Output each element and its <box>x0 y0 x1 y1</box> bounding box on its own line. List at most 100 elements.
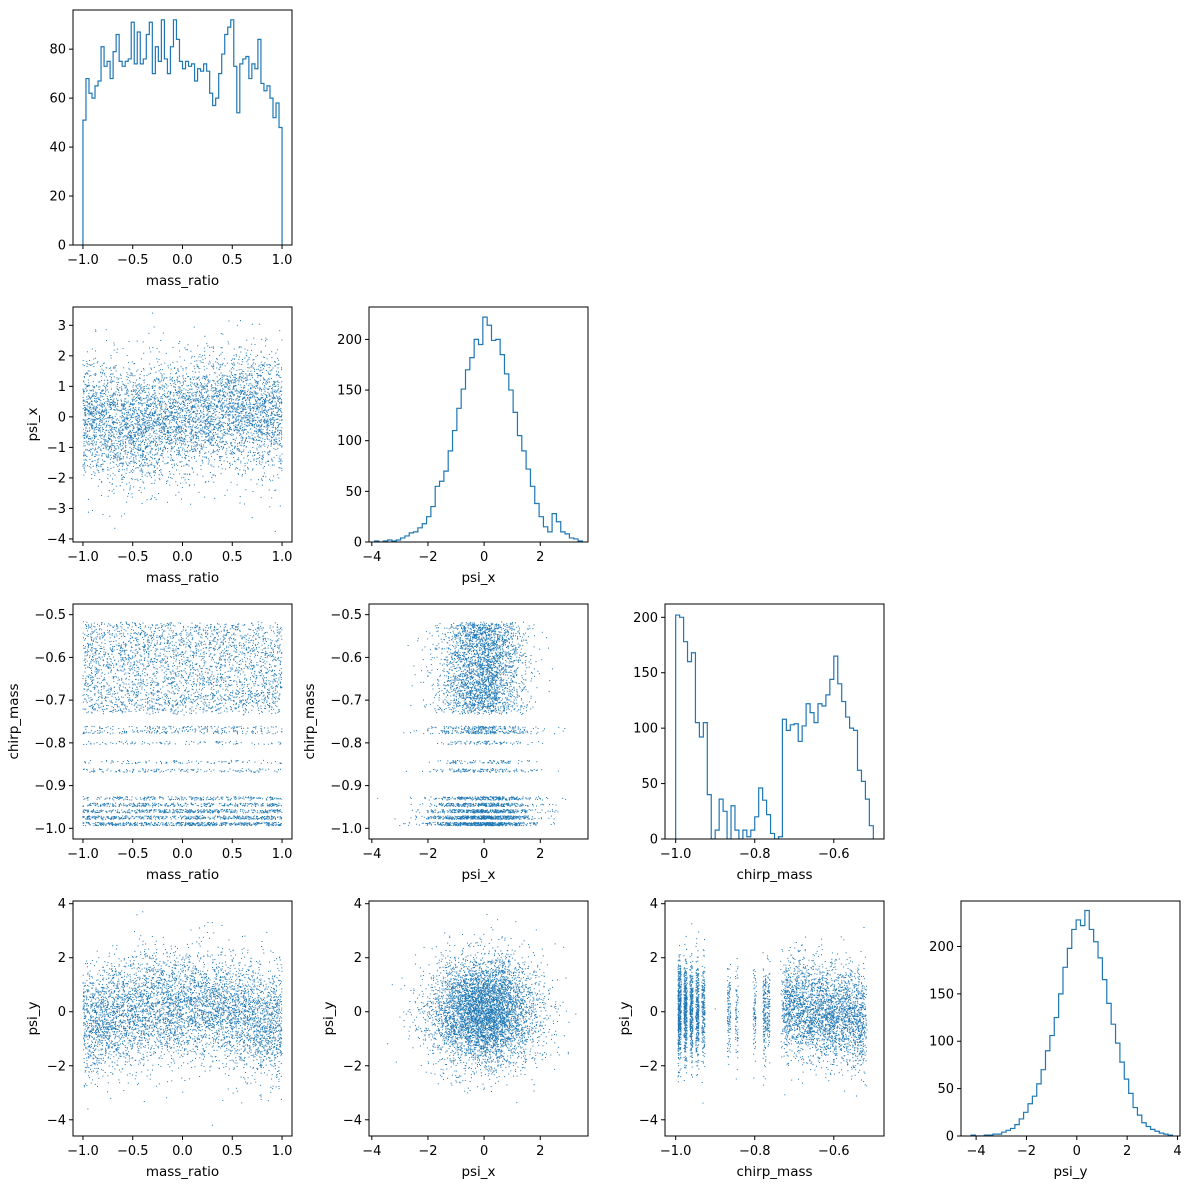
scatter-point <box>254 430 256 432</box>
scatter-point <box>218 393 220 395</box>
scatter-point <box>211 465 213 467</box>
scatter-point <box>199 354 201 355</box>
scatter-point <box>186 447 188 449</box>
scatter-point <box>193 416 195 418</box>
scatter-point <box>138 423 140 425</box>
scatter-point <box>259 404 261 406</box>
scatter-point <box>249 409 251 411</box>
scatter-point <box>181 444 182 446</box>
scatter-point <box>148 453 150 455</box>
scatter-point <box>116 460 118 462</box>
scatter-point <box>190 432 192 434</box>
scatter-point <box>270 439 272 441</box>
scatter-point <box>227 341 229 343</box>
scatter-point <box>206 396 208 398</box>
scatter-point <box>274 401 276 403</box>
scatter-point <box>193 451 195 452</box>
scatter-point <box>93 358 95 360</box>
scatter-point <box>162 420 163 422</box>
scatter-point <box>152 401 154 403</box>
scatter-point <box>224 391 226 393</box>
scatter-point <box>83 423 85 425</box>
scatter-point <box>239 496 241 497</box>
scatter-point <box>118 464 120 466</box>
scatter-point <box>232 416 234 418</box>
scatter-point <box>138 383 140 385</box>
scatter-point <box>249 420 251 422</box>
scatter-point <box>103 405 105 407</box>
scatter-point <box>236 429 238 430</box>
scatter-point <box>143 434 145 436</box>
scatter-point <box>154 412 156 414</box>
scatter-point <box>193 395 195 397</box>
scatter-point <box>273 396 275 398</box>
scatter-point <box>272 479 274 481</box>
scatter-point <box>229 405 231 407</box>
scatter-point <box>145 423 147 425</box>
scatter-point <box>155 395 157 397</box>
scatter-point <box>109 458 111 460</box>
scatter-point <box>170 373 172 375</box>
scatter-point <box>115 430 117 432</box>
scatter-point <box>109 395 111 396</box>
scatter-point <box>239 373 241 375</box>
scatter-point <box>123 404 125 405</box>
scatter-point <box>158 422 160 424</box>
scatter-point <box>201 396 203 397</box>
scatter-point <box>95 394 97 396</box>
scatter-point <box>142 402 144 404</box>
scatter-point <box>165 352 167 354</box>
scatter-point <box>204 423 206 424</box>
scatter-point <box>119 421 121 423</box>
scatter-point <box>83 459 85 461</box>
scatter-point <box>279 440 281 442</box>
scatter-point <box>100 449 102 451</box>
scatter-point <box>90 396 92 398</box>
scatter-point <box>204 427 206 429</box>
scatter-point <box>204 369 206 371</box>
scatter-point <box>249 399 250 401</box>
scatter-point <box>158 365 160 367</box>
scatter-point <box>222 417 223 419</box>
scatter-point <box>126 435 128 437</box>
scatter-point <box>219 460 221 462</box>
scatter-point <box>141 442 143 443</box>
scatter-point <box>233 422 235 423</box>
scatter-point <box>157 449 159 451</box>
scatter-point <box>231 451 233 453</box>
scatter-point <box>160 407 161 409</box>
y-tick-label: 80 <box>49 43 66 58</box>
scatter-point <box>137 449 139 451</box>
scatter-point <box>127 433 129 435</box>
scatter-point <box>257 402 259 404</box>
scatter-point <box>100 480 102 482</box>
scatter-point <box>113 436 115 438</box>
scatter-point <box>211 439 213 441</box>
scatter-point <box>101 413 103 415</box>
scatter-point <box>151 418 153 420</box>
scatter-point <box>107 382 109 384</box>
scatter-point <box>212 424 213 426</box>
scatter-point <box>236 426 238 428</box>
scatter-point <box>126 411 128 413</box>
scatter-point <box>277 426 278 428</box>
scatter-point <box>145 428 147 430</box>
scatter-point <box>125 418 127 420</box>
scatter-point <box>168 471 170 473</box>
scatter-point <box>92 411 94 413</box>
scatter-point <box>256 407 258 409</box>
scatter-point <box>251 394 253 396</box>
scatter-point <box>261 455 263 457</box>
scatter-point <box>140 436 142 438</box>
scatter-point <box>152 415 154 417</box>
scatter-point <box>118 409 120 411</box>
scatter-point <box>240 346 242 348</box>
scatter-point <box>266 370 267 372</box>
scatter-point <box>270 414 272 416</box>
scatter-point <box>230 395 232 397</box>
scatter-point <box>178 416 180 418</box>
scatter-point <box>113 380 115 382</box>
scatter-point <box>170 405 172 407</box>
scatter-point <box>175 401 177 403</box>
scatter-point <box>153 420 155 422</box>
